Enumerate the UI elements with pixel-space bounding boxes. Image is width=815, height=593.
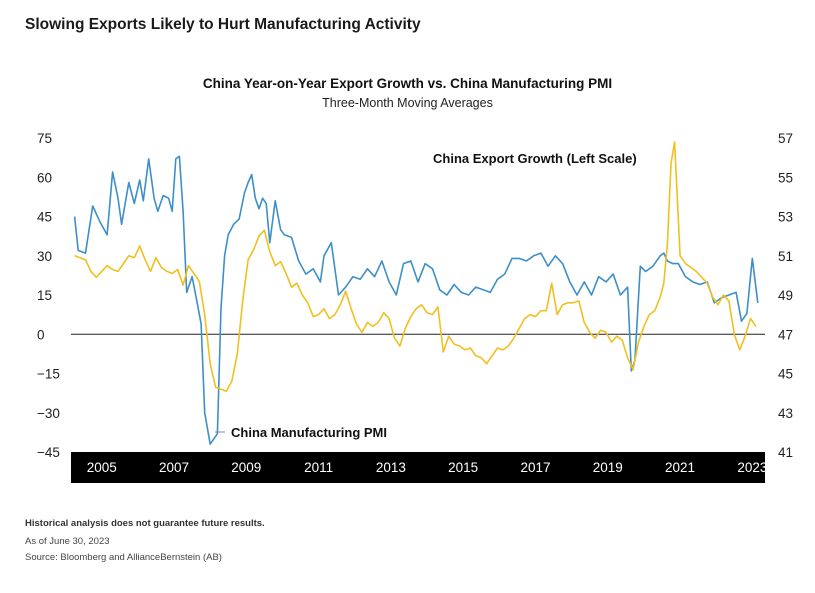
left-axis: 75 60 45 30 15 0 −15 −30 −45 [37, 131, 60, 460]
pmi-annotation: China Manufacturing PMI [231, 425, 387, 440]
x-tick-label: 2021 [665, 460, 695, 475]
x-axis: 2005 2007 2009 2011 2013 2015 2017 2019 2021 2023 [87, 460, 768, 475]
export-growth-annotation: China Export Growth (Left Scale) [433, 151, 637, 166]
series-line-manufacturing-pmi [74, 141, 757, 393]
right-tick-label: 47 [778, 327, 793, 342]
left-tick-label: 60 [37, 170, 52, 185]
right-tick-label: 43 [778, 406, 793, 421]
left-tick-label: 30 [37, 249, 52, 264]
footer-disclaimer: Historical analysis does not guarantee f… [25, 518, 265, 529]
right-tick-label: 49 [778, 288, 793, 303]
x-tick-label: 2019 [593, 460, 623, 475]
page-headline: Slowing Exports Likely to Hurt Manufactu… [25, 16, 421, 33]
right-tick-label: 53 [778, 210, 793, 225]
annotation-layer: China Export Growth (Left Scale) China Ma… [215, 151, 637, 440]
chart-subtitle: Three-Month Moving Averages [322, 96, 493, 110]
left-tick-label: −45 [37, 445, 60, 460]
x-tick-label: 2005 [87, 460, 117, 475]
x-tick-label: 2015 [448, 460, 478, 475]
x-tick-label: 2017 [520, 460, 550, 475]
left-tick-label: 45 [37, 210, 52, 225]
right-tick-label: 57 [778, 131, 793, 146]
x-tick-label: 2009 [231, 460, 261, 475]
left-tick-label: −30 [37, 406, 60, 421]
left-tick-label: 0 [37, 327, 45, 342]
x-tick-label: 2023 [737, 460, 767, 475]
left-tick-label: 75 [37, 131, 52, 146]
right-tick-label: 55 [778, 170, 793, 185]
left-tick-label: 15 [37, 288, 52, 303]
series-layer [73, 141, 759, 445]
x-tick-label: 2013 [376, 460, 406, 475]
right-tick-label: 51 [778, 249, 793, 264]
footer-source: Source: Bloomberg and AllianceBernstein … [25, 552, 222, 563]
x-tick-label: 2007 [159, 460, 189, 475]
chart-title: China Year-on-Year Export Growth vs. Chi… [202, 76, 613, 91]
right-tick-label: 45 [778, 367, 793, 382]
right-tick-label: 41 [778, 445, 793, 460]
x-axis-band [71, 452, 765, 483]
left-tick-label: −15 [37, 367, 60, 382]
x-tick-label: 2011 [304, 460, 333, 475]
right-axis: 57 55 53 51 49 47 45 43 41 [778, 131, 793, 460]
series-line-export-growth [73, 155, 759, 445]
footer-as-of: As of June 30, 2023 [25, 536, 110, 547]
